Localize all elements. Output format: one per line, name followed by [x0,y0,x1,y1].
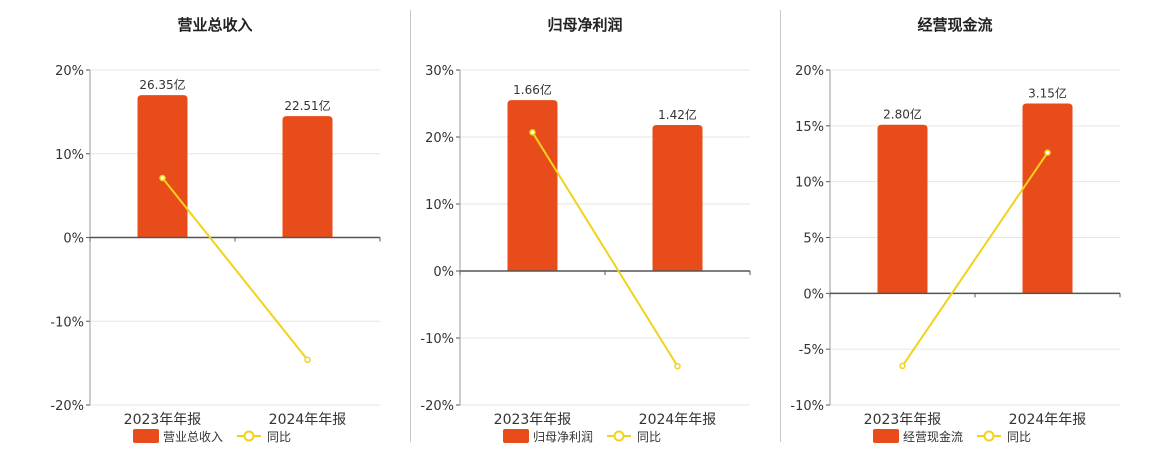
legend-bar-swatch [503,429,529,443]
y-tick-label: 0% [433,265,454,280]
y-tick-label: 0% [63,232,84,247]
chart-title: 归母净利润 [547,16,623,34]
panel-divider [410,10,411,442]
panel-divider [780,10,781,442]
yoy-point [304,356,311,364]
legend-line-marker [983,430,995,442]
legend-line-marker [243,430,255,442]
y-tick-label: -20% [420,399,454,414]
yoy-line [901,152,1049,367]
bar-data-label: 1.66亿 [513,82,552,97]
legend-bar-label: 归母净利润 [533,430,593,444]
y-tick-label: -10% [50,315,84,330]
legend-line-label: 同比 [637,430,661,444]
chart-svg-cash-flow: 20% 15% 10% 5% 0% -5% -10% 2.80亿 3.15亿 2023年年报 202… [790,64,1121,444]
chart-panel-revenue: 营业总收入 20% 10% 0% -10% -20% 26.35亿 22.51亿 2023年年… [30,0,400,450]
y-tick-label: -5% [799,343,824,358]
y-tick-label: 10% [55,148,84,163]
bar [507,100,558,272]
legend-line-marker [613,430,625,442]
bar-data-label: 1.42亿 [658,107,697,122]
chart-title: 经营现金流 [917,16,993,34]
y-tick-label: -20% [50,399,84,414]
chart-svg-net-profit: 30% 20% 10% 0% -10% -20% 1.66亿 1.42亿 2023年年报 2024… [420,64,751,444]
bar-data-label: 2.80亿 [883,107,922,122]
legend-bar-swatch [133,429,159,443]
yoy-line [531,131,679,367]
yoy-point [1044,149,1051,156]
bar-data-label: 22.51亿 [284,98,330,113]
x-tick-label: 2024年年报 [639,412,717,428]
x-tick-label: 2024年年报 [269,412,347,428]
chart-title: 营业总收入 [177,16,253,34]
yoy-point [899,362,906,370]
x-tick-label: 2023年年报 [494,412,572,428]
y-tick-label: 20% [425,131,454,146]
y-tick-label: -10% [420,332,454,347]
bar-data-label: 26.35亿 [139,77,185,92]
y-tick-label: 5% [803,232,824,247]
legend-bar-label: 经营现金流 [903,429,963,444]
chart-panel-cash-flow: 经营现金流 20% 15% 10% 5% 0% -5% -10% 2.80亿 3.15亿 2023… [770,0,1140,450]
x-tick-label: 2023年年报 [124,412,202,428]
bar [137,95,188,238]
yoy-point [529,129,536,136]
yoy-point [159,174,166,182]
yoy-point [674,362,681,370]
legend-bar-label: 营业总收入 [163,430,223,444]
bar [652,124,703,271]
chart-panel-net-profit: 归母净利润 30% 20% 10% 0% -10% -20% 1.66亿 1.42亿 2023年… [400,0,770,450]
y-tick-label: 15% [795,120,824,135]
y-tick-label: 20% [795,64,824,79]
legend-line-label: 同比 [1007,430,1031,444]
bar [282,116,333,238]
y-tick-label: -10% [790,399,824,414]
x-tick-label: 2023年年报 [864,412,942,428]
y-tick-label: 20% [55,64,84,79]
y-tick-label: 0% [803,287,824,302]
chart-svg-revenue: 20% 10% 0% -10% -20% 26.35亿 22.51亿 2023年年报 2024年… [50,64,381,444]
bar-data-label: 3.15亿 [1028,86,1067,101]
legend-line-label: 同比 [267,430,291,444]
y-tick-label: 30% [425,64,454,79]
y-tick-label: 10% [795,176,824,191]
legend-bar-swatch [873,429,899,443]
y-tick-label: 10% [425,198,454,213]
bar [1022,103,1073,294]
bar [877,124,928,294]
x-tick-label: 2024年年报 [1009,412,1087,428]
yoy-line [161,177,309,361]
